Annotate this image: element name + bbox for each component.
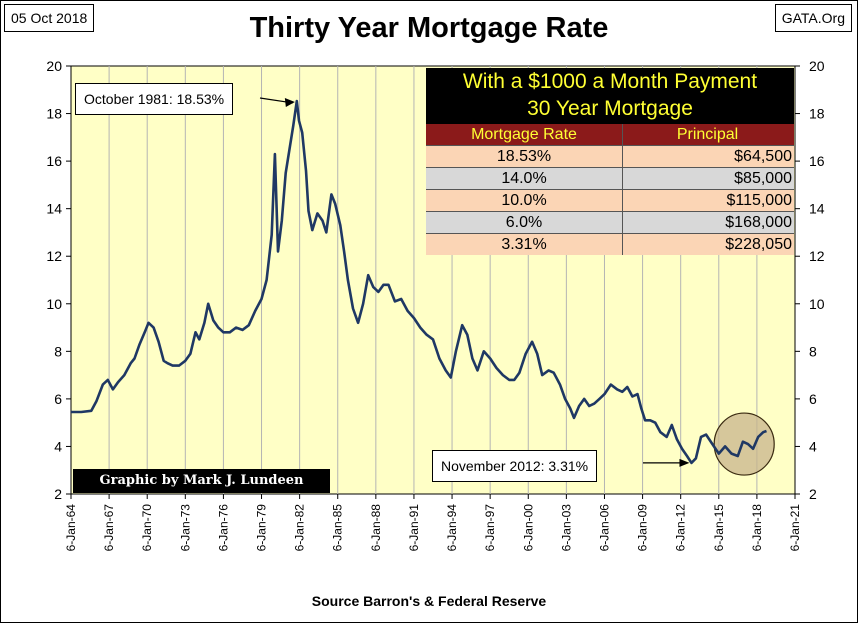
x-tick-label: 6-Jan-00 bbox=[521, 504, 535, 552]
y-tick-label-left: 2 bbox=[54, 486, 62, 502]
date-label: 05 Oct 2018 bbox=[4, 4, 95, 32]
y-axis-right: 2 4 6 8 10 12 14 16 18 20 bbox=[795, 58, 825, 502]
x-tick-label: 6-Jan-15 bbox=[712, 504, 726, 552]
col-header-rate: Mortgage Rate bbox=[426, 124, 623, 145]
principal-cell: $115,000 bbox=[726, 192, 792, 209]
y-tick-label-left: 16 bbox=[46, 153, 62, 169]
mortgage-rate-line bbox=[71, 99, 767, 465]
y-tick-label-left: 10 bbox=[46, 296, 62, 312]
site-label: GATA.Org bbox=[774, 4, 852, 32]
y-tick-label-right: 10 bbox=[809, 296, 825, 312]
x-tick-label: 6-Jan-12 bbox=[674, 504, 688, 552]
x-tick-label: 6-Jan-06 bbox=[597, 504, 611, 552]
principal-cell: $168,000 bbox=[725, 214, 792, 231]
y-tick-label-right: 2 bbox=[809, 486, 817, 502]
table-row: 3.31% $228,050 bbox=[426, 233, 794, 255]
low-arrowhead bbox=[679, 458, 690, 467]
x-tick-label: 6-Jan-97 bbox=[483, 504, 497, 552]
table-row: 6.0% $168,000 bbox=[426, 211, 794, 233]
table-header-row: Mortgage Rate Principal bbox=[426, 124, 794, 145]
y-tick-label-right: 6 bbox=[809, 391, 817, 407]
y-tick-label-left: 4 bbox=[54, 438, 62, 454]
table-row: 18.53% $64,500 bbox=[426, 145, 794, 167]
x-tick-label: 6-Jan-09 bbox=[636, 504, 650, 552]
x-tick-label: 6-Jan-03 bbox=[559, 504, 573, 552]
rate-cell: 18.53% bbox=[426, 146, 623, 167]
x-tick-label: 6-Jan-88 bbox=[369, 504, 383, 552]
x-tick-label: 6-Jan-67 bbox=[102, 504, 116, 552]
x-tick-label: 6-Jan-73 bbox=[178, 504, 192, 552]
principal-cell: $228,050 bbox=[725, 236, 792, 253]
x-tick-label: 6-Jan-85 bbox=[331, 504, 345, 552]
y-tick-label-left: 20 bbox=[46, 58, 62, 74]
chart-title: Thirty Year Mortgage Rate bbox=[249, 12, 609, 44]
x-tick-label: 6-Jan-79 bbox=[255, 504, 269, 552]
y-tick-label-right: 14 bbox=[809, 201, 825, 217]
mortgage-table: With a $1000 a Month Payment 30 Year Mor… bbox=[426, 68, 794, 255]
x-tick-label: 6-Jan-76 bbox=[216, 504, 230, 552]
rate-cell: 10.0% bbox=[426, 190, 623, 211]
peak-callout: October 1981: 18.53% bbox=[75, 83, 234, 115]
x-tick-label: 6-Jan-94 bbox=[445, 504, 459, 552]
x-tick-label: 6-Jan-64 bbox=[64, 504, 78, 552]
low-callout: November 2012: 3.31% bbox=[432, 450, 598, 482]
y-tick-label-right: 12 bbox=[809, 248, 825, 264]
x-axis: 6-Jan-64 6-Jan-67 6-Jan-70 6-Jan-73 6-Jan-76… bbox=[64, 494, 802, 551]
table-title-line2: 30 Year Mortgage bbox=[527, 97, 693, 120]
rate-cell: 14.0% bbox=[426, 168, 623, 189]
y-tick-label-right: 4 bbox=[809, 438, 817, 454]
table-row: 10.0% $115,000 bbox=[426, 189, 794, 211]
col-header-principal: Principal bbox=[676, 126, 739, 143]
y-tick-label-left: 14 bbox=[46, 201, 62, 217]
y-tick-label-right: 16 bbox=[809, 153, 825, 169]
y-tick-label-left: 8 bbox=[54, 343, 62, 359]
table-title-line1: With a $1000 a Month Payment bbox=[462, 70, 758, 93]
x-tick-label: 6-Jan-21 bbox=[788, 504, 802, 552]
y-tick-label-left: 18 bbox=[46, 106, 62, 122]
principal-cell: $85,000 bbox=[734, 170, 792, 187]
y-axis-left: 2 4 6 8 10 12 14 16 18 20 bbox=[46, 58, 71, 502]
y-tick-label-right: 8 bbox=[809, 343, 817, 359]
y-tick-label-right: 20 bbox=[809, 58, 825, 74]
source-label: Source Barron's & Federal Reserve bbox=[311, 593, 547, 609]
table-row: 14.0% $85,000 bbox=[426, 167, 794, 189]
y-tick-label-left: 12 bbox=[46, 248, 62, 264]
x-tick-label: 6-Jan-70 bbox=[140, 504, 154, 552]
y-tick-label-left: 6 bbox=[54, 391, 62, 407]
rate-cell: 6.0% bbox=[426, 212, 623, 233]
principal-cell: $64,500 bbox=[734, 148, 792, 165]
y-tick-label-right: 18 bbox=[809, 106, 825, 122]
credit-label: Graphic by Mark J. Lundeen bbox=[73, 469, 330, 493]
highlight-circle bbox=[713, 412, 775, 476]
x-tick-label: 6-Jan-91 bbox=[407, 504, 421, 552]
x-tick-label: 6-Jan-82 bbox=[293, 504, 307, 552]
x-tick-label: 6-Jan-18 bbox=[750, 504, 764, 552]
peak-arrowhead bbox=[284, 97, 295, 107]
rate-cell: 3.31% bbox=[426, 234, 623, 255]
